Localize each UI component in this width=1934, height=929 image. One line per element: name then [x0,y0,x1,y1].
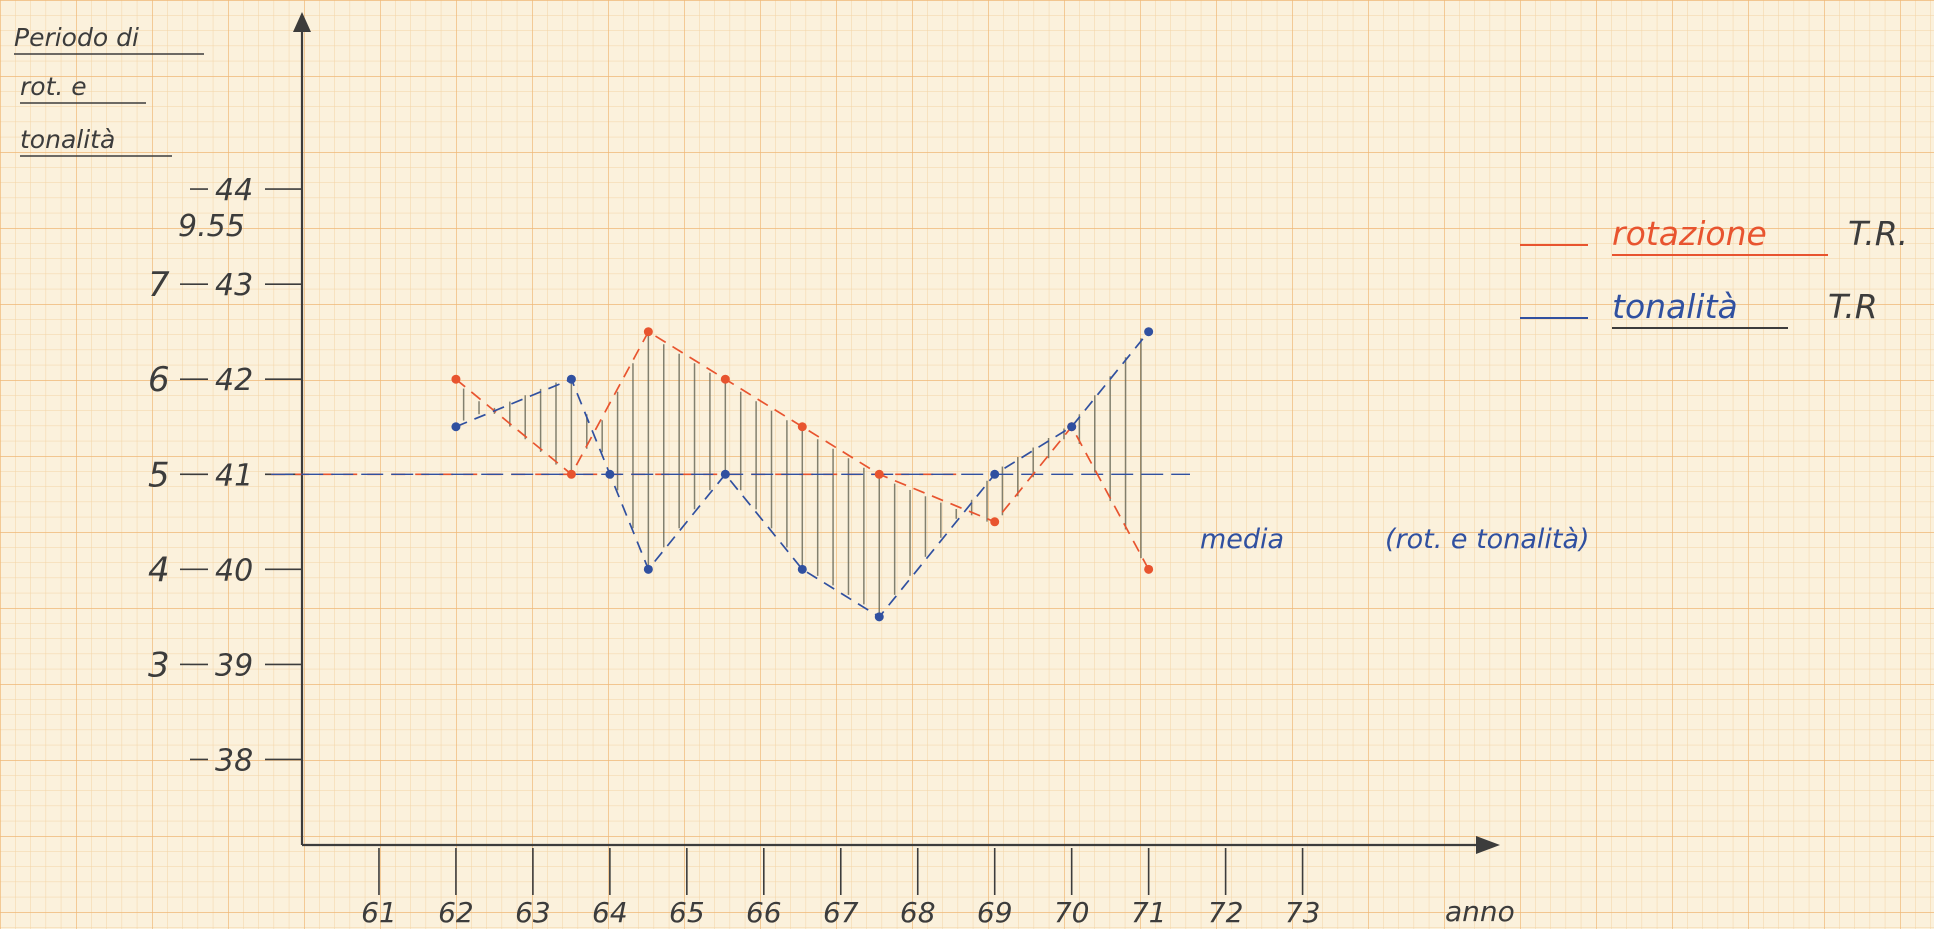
tick-labels: 61 62 63 64 65 66 67 68 69 70 71 72 7344437426415404… [148,173,1320,929]
y-axis-title: Periodo di rot. e tonalità [14,23,204,157]
x-tick-label-68: 68 [900,896,936,929]
series-1-point-2 [605,469,615,479]
x-tick-label-70: 70 [1054,896,1090,929]
y-tick-left-label-39: 3 [148,645,170,685]
series-1-point-1 [566,374,576,384]
series-0-point-5 [874,469,884,479]
y-tick-label-44: 44 [215,173,253,208]
mean-label-note: (rot. e tonalità) [1385,524,1590,555]
series-0-point-0 [451,374,461,384]
y-tick-label-38: 38 [215,743,253,778]
series-0-point-6 [990,517,1000,527]
series-0-point-3 [720,374,730,384]
y-tick-left-label-41: 5 [148,455,170,495]
y-axis-arrow [293,12,311,32]
x-tick-label-64: 64 [592,896,628,929]
x-tick-label-72: 72 [1208,896,1244,929]
y-axis-title-line-3: tonalità [20,125,115,154]
series-0-point-2 [643,327,653,337]
legend-label-tonalita: tonalità [1612,287,1738,326]
series-1-point-4 [720,469,730,479]
x-tick-label-62: 62 [438,896,474,929]
y-tick-left-label-43: 7 [148,265,170,305]
x-tick-label-65: 65 [669,896,705,929]
y-axis-top-value: 9.55 [178,209,245,244]
series-1-point-3 [643,564,653,574]
y-axis-title-line-1: Periodo di [14,23,139,52]
legend-suffix-tonalita: T.R [1828,287,1878,326]
y-tick-label-43: 43 [215,268,253,303]
y-tick-label-42: 42 [215,363,253,398]
series-0-point-8 [1144,564,1154,574]
x-tick-label-66: 66 [746,896,782,929]
x-tick-label-61: 61 [361,896,397,929]
series-0-point-4 [797,422,807,432]
series-lines [271,327,1190,622]
y-tick-left-label-42: 6 [148,360,170,400]
legend-label-rotazione: rotazione [1612,214,1767,253]
mean-label-text: media [1200,524,1284,555]
x-tick-label-67: 67 [823,896,859,929]
x-tick-label-71: 71 [1131,896,1167,929]
y-axis-title-line-2: rot. e [20,72,87,101]
series-line-0 [455,330,1150,570]
series-1-point-6 [874,612,884,622]
x-tick-label-69: 69 [977,896,1013,929]
legend-suffix-rotazione: T.R. [1848,214,1908,253]
series-1-point-5 [797,564,807,574]
x-axis-title: anno [1445,895,1515,928]
x-axis-arrow [1476,836,1500,854]
y-tick-left-label-40: 4 [148,550,170,590]
x-tick-label-73: 73 [1285,896,1321,929]
legend: rotazione T.R. tonalità T.R [1520,214,1908,329]
x-tick-label-63: 63 [515,896,551,929]
series-0-point-1 [566,469,576,479]
axes [180,12,1500,895]
mean-label: media (rot. e tonalità) [1200,524,1590,555]
series-1-point-8 [1067,422,1077,432]
hatch-fill [462,334,1142,614]
y-tick-label-39: 39 [215,648,253,683]
series-1-point-0 [451,422,461,432]
series-1-point-9 [1144,327,1154,337]
series-1-point-7 [990,469,1000,479]
y-tick-label-40: 40 [215,553,253,588]
y-tick-label-41: 41 [215,458,253,493]
